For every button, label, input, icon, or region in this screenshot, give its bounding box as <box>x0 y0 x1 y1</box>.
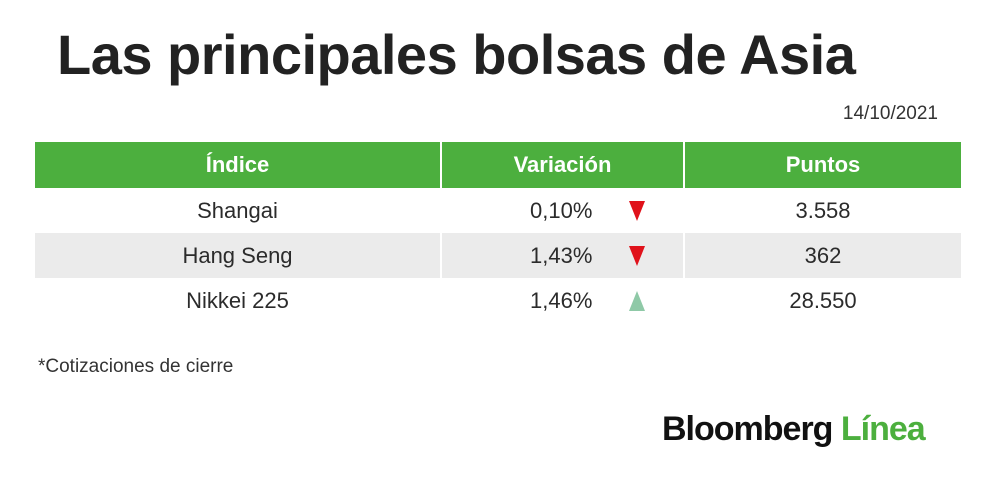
arrow-down-icon <box>629 245 645 266</box>
header-index: Índice <box>35 142 442 188</box>
points-value: 362 <box>684 233 961 278</box>
index-name: Hang Seng <box>35 233 442 278</box>
table-row: Nikkei 225 1,46% 28.550 <box>35 278 961 323</box>
header-points: Puntos <box>684 142 961 188</box>
indices-table: Índice Variación Puntos Shangai 0,10% 3.… <box>35 142 961 323</box>
variation-cell: 0,10% <box>441 188 685 233</box>
table-row: Shangai 0,10% 3.558 <box>35 188 961 233</box>
logo-text-bloomberg: Bloomberg <box>662 410 833 448</box>
points-value: 28.550 <box>789 287 857 313</box>
variation-value: 1,43% <box>530 242 593 268</box>
arrow-down-icon <box>629 200 645 221</box>
index-name: Shangai <box>35 188 442 233</box>
logo-text-linea: Línea <box>840 410 926 448</box>
variation-value: 1,46% <box>530 287 593 313</box>
table-header-row: Índice Variación Puntos <box>35 142 961 188</box>
header-variation: Variación <box>441 142 685 188</box>
index-name: Nikkei 225 <box>35 278 442 323</box>
arrow-up-icon <box>629 290 645 311</box>
variation-cell: 1,46% <box>441 278 685 323</box>
footnote: *Cotizaciones de cierre <box>38 356 234 377</box>
bloomberg-linea-logo: Bloomberg Línea <box>662 410 926 449</box>
page-title: Las principales bolsas de Asia <box>57 23 856 86</box>
table-row: Hang Seng 1,43% 362 <box>35 233 961 278</box>
date-label: 14/10/2021 <box>842 103 938 124</box>
points-value: 3.558 <box>795 197 851 223</box>
variation-value: 0,10% <box>530 197 593 223</box>
variation-cell: 1,43% <box>441 233 685 278</box>
